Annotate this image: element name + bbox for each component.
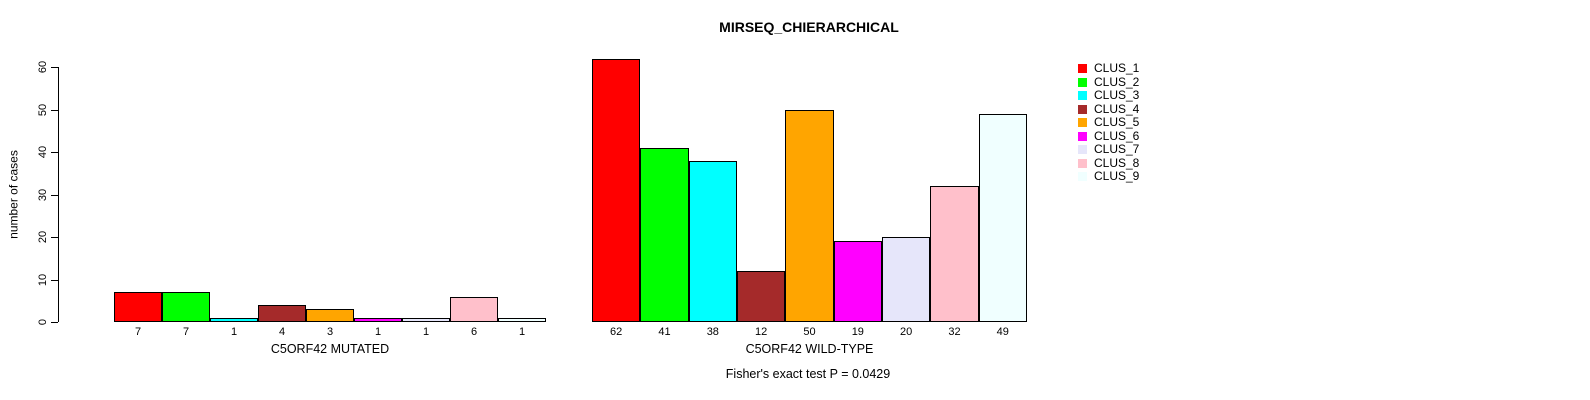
legend: CLUS_1 CLUS_2 CLUS_3 CLUS_4 CLUS_5 CLUS_6 CLUS… xyxy=(1078,62,1139,184)
bar-CLUS_2 xyxy=(162,292,210,322)
legend-swatch xyxy=(1078,77,1087,87)
bar-value-label: 1 xyxy=(374,326,382,338)
bar-value-label: 32 xyxy=(948,326,961,338)
bar-CLUS_8 xyxy=(450,296,498,322)
legend-item: CLUS_4 xyxy=(1078,101,1140,117)
bar-CLUS_4 xyxy=(736,271,786,322)
legend-swatch xyxy=(1078,131,1087,141)
bar-CLUS_6 xyxy=(354,317,402,322)
bar-value-label: 19 xyxy=(851,326,864,338)
legend-item: CLUS_8 xyxy=(1078,155,1140,171)
group-label: C5ORF42 MUTATED xyxy=(270,342,390,356)
y-tick-label: 60 xyxy=(37,60,49,74)
legend-swatch xyxy=(1078,64,1087,74)
chart-title: MIRSEQ_CHIERARCHICAL xyxy=(719,19,899,35)
legend-swatch xyxy=(1078,104,1087,114)
fisher-test-annotation: Fisher's exact test P = 0.0429 xyxy=(725,367,891,381)
bar-CLUS_6 xyxy=(833,241,882,322)
legend-label: CLUS_5 xyxy=(1094,115,1140,130)
legend-label: CLUS_1 xyxy=(1094,61,1140,76)
legend-label: CLUS_9 xyxy=(1094,169,1140,184)
y-tick-mark xyxy=(51,237,58,238)
bar-value-label: 4 xyxy=(278,326,286,338)
y-tick-label: 10 xyxy=(37,273,49,286)
bar-CLUS_3 xyxy=(688,160,737,322)
bar-value-label: 7 xyxy=(182,326,190,338)
y-tick-mark xyxy=(51,152,58,153)
legend-item: CLUS_2 xyxy=(1078,74,1140,90)
bar-CLUS_1 xyxy=(592,58,641,322)
legend-label: CLUS_4 xyxy=(1094,101,1140,116)
legend-item: CLUS_6 xyxy=(1078,128,1140,144)
legend-swatch xyxy=(1078,158,1087,168)
bar-value-label: 1 xyxy=(230,326,238,338)
bar-value-label: 6 xyxy=(470,326,478,338)
bar-CLUS_9 xyxy=(498,317,546,322)
legend-label: CLUS_8 xyxy=(1094,155,1140,170)
bar-value-label: 1 xyxy=(518,326,526,338)
bar-CLUS_9 xyxy=(978,113,1027,322)
bar-CLUS_5 xyxy=(306,309,354,322)
y-tick-mark xyxy=(51,109,58,111)
legend-item: CLUS_3 xyxy=(1078,89,1139,103)
legend-label: CLUS_7 xyxy=(1094,142,1140,157)
y-tick-mark xyxy=(51,279,58,281)
bar-CLUS_4 xyxy=(258,305,306,322)
legend-label: CLUS_6 xyxy=(1094,128,1140,143)
legend-item: CLUS_9 xyxy=(1078,170,1139,184)
bar-CLUS_7 xyxy=(402,317,450,322)
y-tick-mark xyxy=(51,67,58,68)
legend-swatch xyxy=(1078,145,1087,155)
y-axis-line xyxy=(58,67,59,322)
bar-value-label: 50 xyxy=(803,326,816,338)
bar-value-label: 20 xyxy=(900,326,913,338)
bar-value-label: 3 xyxy=(326,326,334,338)
y-tick-label: 20 xyxy=(37,230,49,244)
bar-CLUS_8 xyxy=(930,186,979,322)
group-label: C5ORF42 WILD-TYPE xyxy=(745,342,874,356)
y-tick-label: 30 xyxy=(37,188,49,201)
bar-CLUS_3 xyxy=(210,317,258,322)
y-tick-label: 40 xyxy=(37,145,49,159)
bar-CLUS_5 xyxy=(785,109,834,322)
legend-swatch xyxy=(1078,172,1087,182)
y-axis-title: number of cases xyxy=(6,150,21,239)
bar-value-label: 7 xyxy=(134,326,142,338)
legend-label: CLUS_3 xyxy=(1094,88,1140,103)
bar-value-label: 62 xyxy=(610,326,623,338)
legend-item: CLUS_1 xyxy=(1078,62,1139,76)
y-tick-label: 50 xyxy=(37,103,49,116)
legend-item: CLUS_7 xyxy=(1078,143,1139,157)
bar-CLUS_1 xyxy=(114,292,162,322)
bar-value-label: 41 xyxy=(658,326,671,338)
bar-value-label: 38 xyxy=(706,326,719,338)
legend-label: CLUS_2 xyxy=(1094,74,1140,89)
legend-item: CLUS_5 xyxy=(1078,116,1139,130)
y-tick-mark xyxy=(51,194,58,196)
bar-value-label: 1 xyxy=(422,326,430,338)
legend-swatch xyxy=(1078,118,1087,128)
bar-CLUS_2 xyxy=(640,147,689,322)
y-tick-label: 0 xyxy=(37,318,49,326)
bar-value-label: 49 xyxy=(996,326,1009,338)
y-tick-mark xyxy=(51,322,58,323)
legend-swatch xyxy=(1078,91,1087,101)
bar-CLUS_7 xyxy=(881,237,931,322)
bar-value-label: 12 xyxy=(755,326,768,338)
